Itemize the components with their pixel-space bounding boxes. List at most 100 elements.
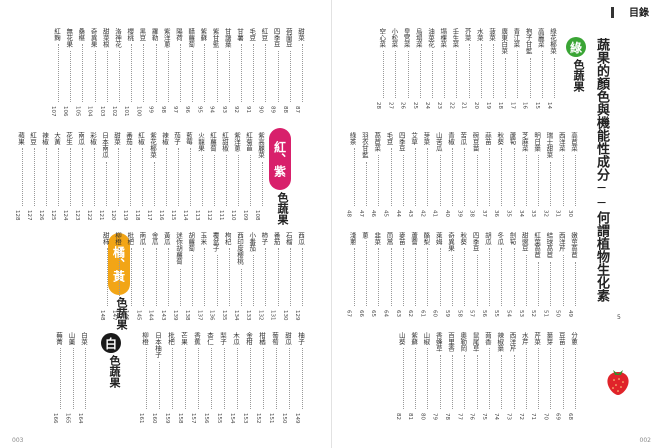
toc-entry[interactable]: 甜豌豆 53 [518, 232, 533, 324]
toc-entry[interactable]: 花生 124 [62, 132, 77, 224]
toc-entry[interactable]: 紫洋蔥 110 [230, 132, 245, 224]
toc-entry[interactable]: 蔥 66 [358, 232, 373, 324]
toc-entry[interactable]: 番茄 131 [270, 232, 285, 324]
toc-entry[interactable]: 西洋菜 31 [555, 132, 570, 224]
toc-entry[interactable]: 山椒 80 [419, 332, 434, 427]
toc-entry[interactable]: 黃瓜 143 [160, 232, 175, 324]
toc-entry[interactable]: 紅豆 127 [26, 132, 41, 224]
toc-entry[interactable]: 芥菜 21 [461, 28, 476, 116]
toc-entry[interactable]: 羅勒 99 [148, 28, 163, 120]
toc-entry[interactable]: 塌棵菜 23 [436, 28, 451, 116]
toc-entry[interactable]: 紅蘿蔔 112 [206, 132, 221, 224]
toc-entry[interactable]: 柑橘 152 [255, 332, 270, 427]
toc-entry[interactable]: 芹菜 71 [530, 332, 545, 427]
toc-entry[interactable]: 淺蔥 67 [346, 232, 361, 324]
toc-entry[interactable]: 洛神花 102 [111, 28, 126, 120]
toc-entry[interactable]: 抱子甘藍 16 [522, 28, 537, 116]
toc-entry[interactable]: 櫻桃 101 [123, 28, 138, 120]
toc-entry[interactable]: 香蜂草 79 [432, 332, 447, 427]
toc-entry[interactable]: 油菜花 24 [424, 28, 439, 116]
toc-entry[interactable]: 蒜苗 37 [481, 132, 496, 224]
toc-entry[interactable]: 西洋芹 73 [506, 332, 521, 427]
toc-entry[interactable]: 西印度櫻桃 134 [233, 232, 248, 324]
toc-entry[interactable]: 綠花椰菜 14 [546, 28, 561, 116]
toc-entry[interactable]: 水芹 72 [518, 332, 533, 427]
toc-entry[interactable]: 甜菜 120 [110, 132, 125, 224]
toc-entry[interactable]: 萵苣菜 46 [370, 132, 385, 224]
toc-entry[interactable]: 番茄 119 [122, 132, 137, 224]
toc-entry[interactable]: 小番茄 133 [245, 232, 260, 324]
toc-entry[interactable]: 香蕉 157 [190, 332, 205, 427]
toc-entry[interactable]: 荷蘭豆 88 [282, 28, 297, 120]
toc-entry[interactable]: 青江菜 17 [509, 28, 524, 116]
toc-entry[interactable]: 日本柚子 160 [151, 332, 166, 427]
toc-entry[interactable]: 無花果 106 [62, 28, 77, 120]
toc-entry[interactable]: 日本南瓜 121 [98, 132, 113, 224]
toc-entry[interactable]: 柳橙 161 [138, 332, 153, 427]
toc-entry[interactable]: 麥苗 63 [395, 232, 410, 324]
toc-entry[interactable]: 紫蘇 95 [196, 28, 211, 120]
toc-entry[interactable]: 四季豆 57 [469, 232, 484, 324]
toc-entry[interactable]: 玉米 137 [196, 232, 211, 324]
toc-entry[interactable]: 火龍果 113 [194, 132, 209, 224]
toc-entry[interactable]: 甜菜根 103 [99, 28, 114, 120]
toc-entry[interactable]: 山葵 82 [395, 332, 410, 427]
toc-entry[interactable]: 紫花椰菜 117 [146, 132, 161, 224]
toc-entry[interactable]: 白菜 164 [77, 332, 92, 427]
toc-entry[interactable]: 葡萄 151 [268, 332, 283, 427]
toc-entry[interactable]: 鼠尾草 76 [469, 332, 484, 427]
toc-entry[interactable]: 碗豆苗 38 [469, 132, 484, 224]
toc-entry[interactable]: 柿子 132 [257, 232, 272, 324]
toc-entry[interactable]: 枇杷 146 [123, 232, 138, 324]
toc-entry[interactable]: 覆盆子 136 [209, 232, 224, 324]
toc-entry[interactable]: 紅葉萵苣 52 [530, 232, 545, 324]
toc-entry[interactable]: 芒果 158 [177, 332, 192, 427]
toc-entry[interactable]: 杏仁 156 [203, 332, 218, 427]
toc-entry[interactable]: 茼蒿 64 [383, 232, 398, 324]
toc-entry[interactable]: 山苦瓜 41 [432, 132, 447, 224]
toc-entry[interactable]: 小松菜 27 [387, 28, 402, 116]
toc-entry[interactable]: 嫩莖萵苣 49 [567, 232, 582, 324]
toc-entry[interactable]: 藍莓 114 [182, 132, 197, 224]
toc-entry[interactable]: 紅甜椒 111 [218, 132, 233, 224]
toc-entry[interactable]: 辣椒 126 [38, 132, 53, 224]
toc-entry[interactable]: 秋葵 36 [493, 132, 508, 224]
toc-entry[interactable]: 木瓜 154 [229, 332, 244, 427]
toc-entry[interactable]: 四季豆 44 [395, 132, 410, 224]
toc-entry[interactable]: 山藥 165 [65, 332, 80, 427]
toc-entry[interactable]: 金柑 153 [242, 332, 257, 427]
toc-entry[interactable]: 茴香 75 [481, 332, 496, 427]
toc-entry[interactable]: 紅豆 90 [257, 28, 272, 120]
toc-entry[interactable]: 蕪菁 166 [52, 332, 67, 427]
toc-entry[interactable]: 枸杞 135 [221, 232, 236, 324]
toc-entry[interactable]: 大黃 125 [50, 132, 65, 224]
toc-entry[interactable]: 辣椒 116 [158, 132, 173, 224]
toc-entry[interactable]: 南瓜 123 [74, 132, 89, 224]
toc-entry[interactable]: 胡蘿蔔 138 [184, 232, 199, 324]
toc-entry[interactable]: 紅麴 107 [50, 28, 65, 120]
toc-entry[interactable]: 甘藷葉 93 [221, 28, 236, 120]
toc-entry[interactable]: 空心菜 28 [375, 28, 390, 116]
toc-entry[interactable]: 結球萵苣 51 [542, 232, 557, 324]
toc-entry[interactable]: 紫洋蔥 98 [160, 28, 175, 120]
toc-entry[interactable]: 芽菜 42 [419, 132, 434, 224]
toc-entry[interactable]: 瑞士甜菜 32 [542, 132, 557, 224]
toc-entry[interactable]: 烏塌菜 25 [412, 28, 427, 116]
toc-entry[interactable]: 桑椹 105 [74, 28, 89, 120]
toc-entry[interactable]: 萊姆 60 [432, 232, 447, 324]
toc-entry[interactable]: 枇杷 159 [164, 332, 179, 427]
toc-entry[interactable]: 酪梨 61 [419, 232, 434, 324]
toc-entry[interactable]: 陽荷 97 [172, 28, 187, 120]
toc-entry[interactable]: 石榴 130 [282, 232, 297, 324]
toc-entry[interactable]: 甜瓜 150 [281, 332, 296, 427]
toc-entry[interactable]: 廣東白菜 18 [497, 28, 512, 116]
toc-entry[interactable]: 毛豆 45 [383, 132, 398, 224]
toc-entry[interactable]: 茄子 115 [170, 132, 185, 224]
toc-entry[interactable]: 甘薯 92 [233, 28, 248, 120]
toc-entry[interactable]: 羽衣甘藍 47 [358, 132, 373, 224]
toc-entry[interactable]: 蘆薈 62 [407, 232, 422, 324]
toc-entry[interactable]: 奇異果 59 [444, 232, 459, 324]
toc-entry[interactable]: 劍筍 54 [506, 232, 521, 324]
toc-entry[interactable]: 西瓜 129 [294, 232, 309, 324]
toc-entry[interactable]: 辣椒葉 74 [493, 332, 508, 427]
